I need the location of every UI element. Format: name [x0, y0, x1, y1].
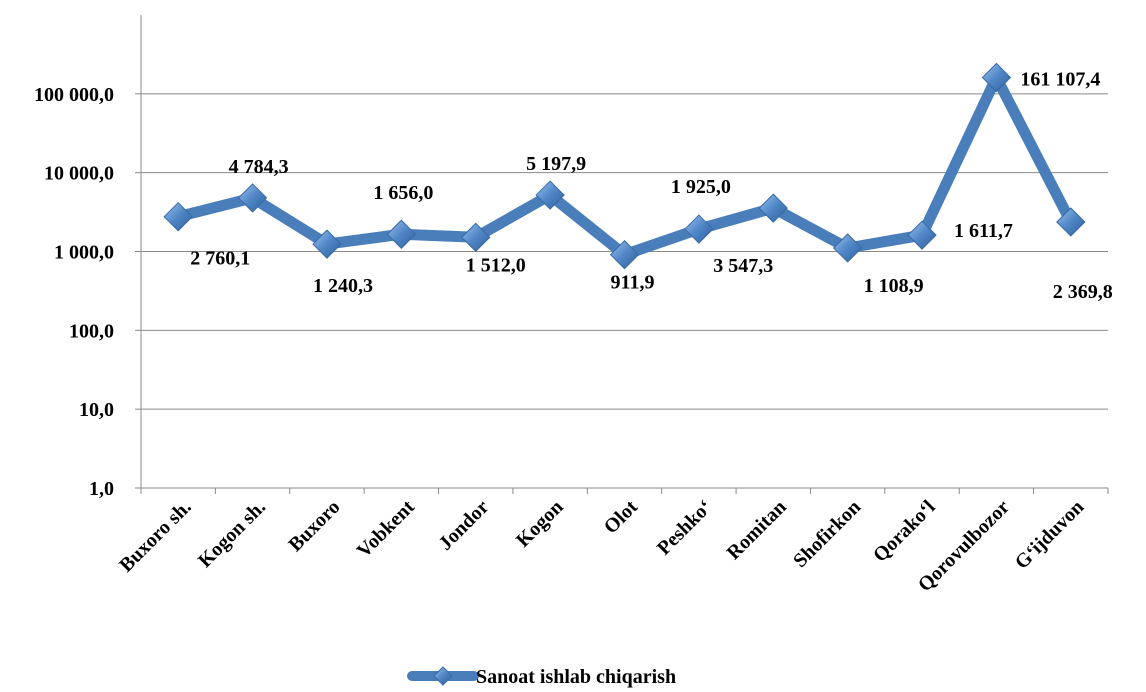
- data-label: 2 369,8: [1053, 281, 1113, 303]
- x-tick-label: Buxoro: [284, 496, 344, 556]
- x-tick-label: G‘ijduvon: [1011, 496, 1089, 574]
- x-tick-labels: Buxoro sh.Kogon sh. Buxoro Vobkent Jondor Ko…: [115, 496, 1088, 596]
- legend: Sanoat ishlab chiqarish: [407, 666, 676, 688]
- series-line: [172, 72, 1077, 261]
- data-label: 161 107,4: [1020, 69, 1100, 91]
- data-point-marker: [535, 180, 565, 210]
- data-label: 911,9: [611, 272, 655, 294]
- data-point-marker: [907, 220, 937, 250]
- data-label: 1 925,0: [671, 176, 731, 198]
- data-point-marker: [684, 214, 714, 244]
- data-label: 1 108,9: [864, 275, 924, 297]
- data-labels: 2 760,1 4 784,3 1 240,3 1 656,0 1 512,0 5 197…: [190, 69, 1113, 303]
- legend-label: Sanoat ishlab chiqarish: [476, 666, 676, 688]
- x-tick-label: Qorako‘l: [869, 496, 940, 567]
- x-tick-label: Kogon sh.: [194, 496, 270, 572]
- data-label: 5 197,9: [526, 153, 586, 175]
- y-tick-label: 100,0: [69, 320, 114, 342]
- series-line-path: [172, 72, 1077, 261]
- data-point-marker: [1056, 207, 1086, 237]
- x-tick-label: Kogon: [512, 496, 568, 552]
- series-markers: [163, 62, 1086, 270]
- data-label: 1 240,3: [313, 275, 373, 297]
- y-tick-label: 10 000,0: [44, 163, 114, 185]
- y-tick-labels: 1,0 10,0 100,0 1 000,0 10 000,0 100 000,0: [34, 84, 114, 500]
- data-label: 1 512,0: [466, 254, 526, 276]
- y-tick-label: 10,0: [79, 399, 114, 421]
- data-label: 2 760,1: [190, 248, 250, 270]
- x-tick-label: Shofirkon: [789, 496, 865, 572]
- x-tick-label: Vobkent: [353, 496, 419, 562]
- data-point-marker: [832, 233, 863, 263]
- x-tick-label: Jondor: [434, 496, 493, 555]
- axes: [135, 15, 1109, 494]
- y-tick-label: 1 000,0: [54, 242, 114, 264]
- x-tick-label: Peshko‘: [653, 496, 716, 559]
- data-point-marker: [312, 229, 342, 259]
- data-label: 1 656,0: [373, 182, 433, 204]
- data-label: 4 784,3: [229, 156, 289, 178]
- x-tick-label: Buxoro sh.: [115, 496, 196, 577]
- data-point-marker: [386, 219, 417, 249]
- legend-marker-swatch: [433, 666, 453, 686]
- data-label: 1 611,7: [954, 220, 1013, 242]
- y-tick-label: 1,0: [89, 478, 114, 500]
- data-point-marker: [461, 222, 491, 253]
- data-point-marker: [981, 62, 1012, 93]
- data-point-marker: [237, 183, 268, 213]
- data-point-marker: [609, 239, 640, 270]
- y-tick-label: 100 000,0: [34, 84, 114, 106]
- x-tick-label: Olot: [600, 496, 643, 539]
- data-point-marker: [163, 202, 193, 232]
- data-point-marker: [758, 193, 788, 223]
- x-tick-label: Romitan: [723, 496, 791, 564]
- data-label: 3 547,3: [713, 255, 773, 277]
